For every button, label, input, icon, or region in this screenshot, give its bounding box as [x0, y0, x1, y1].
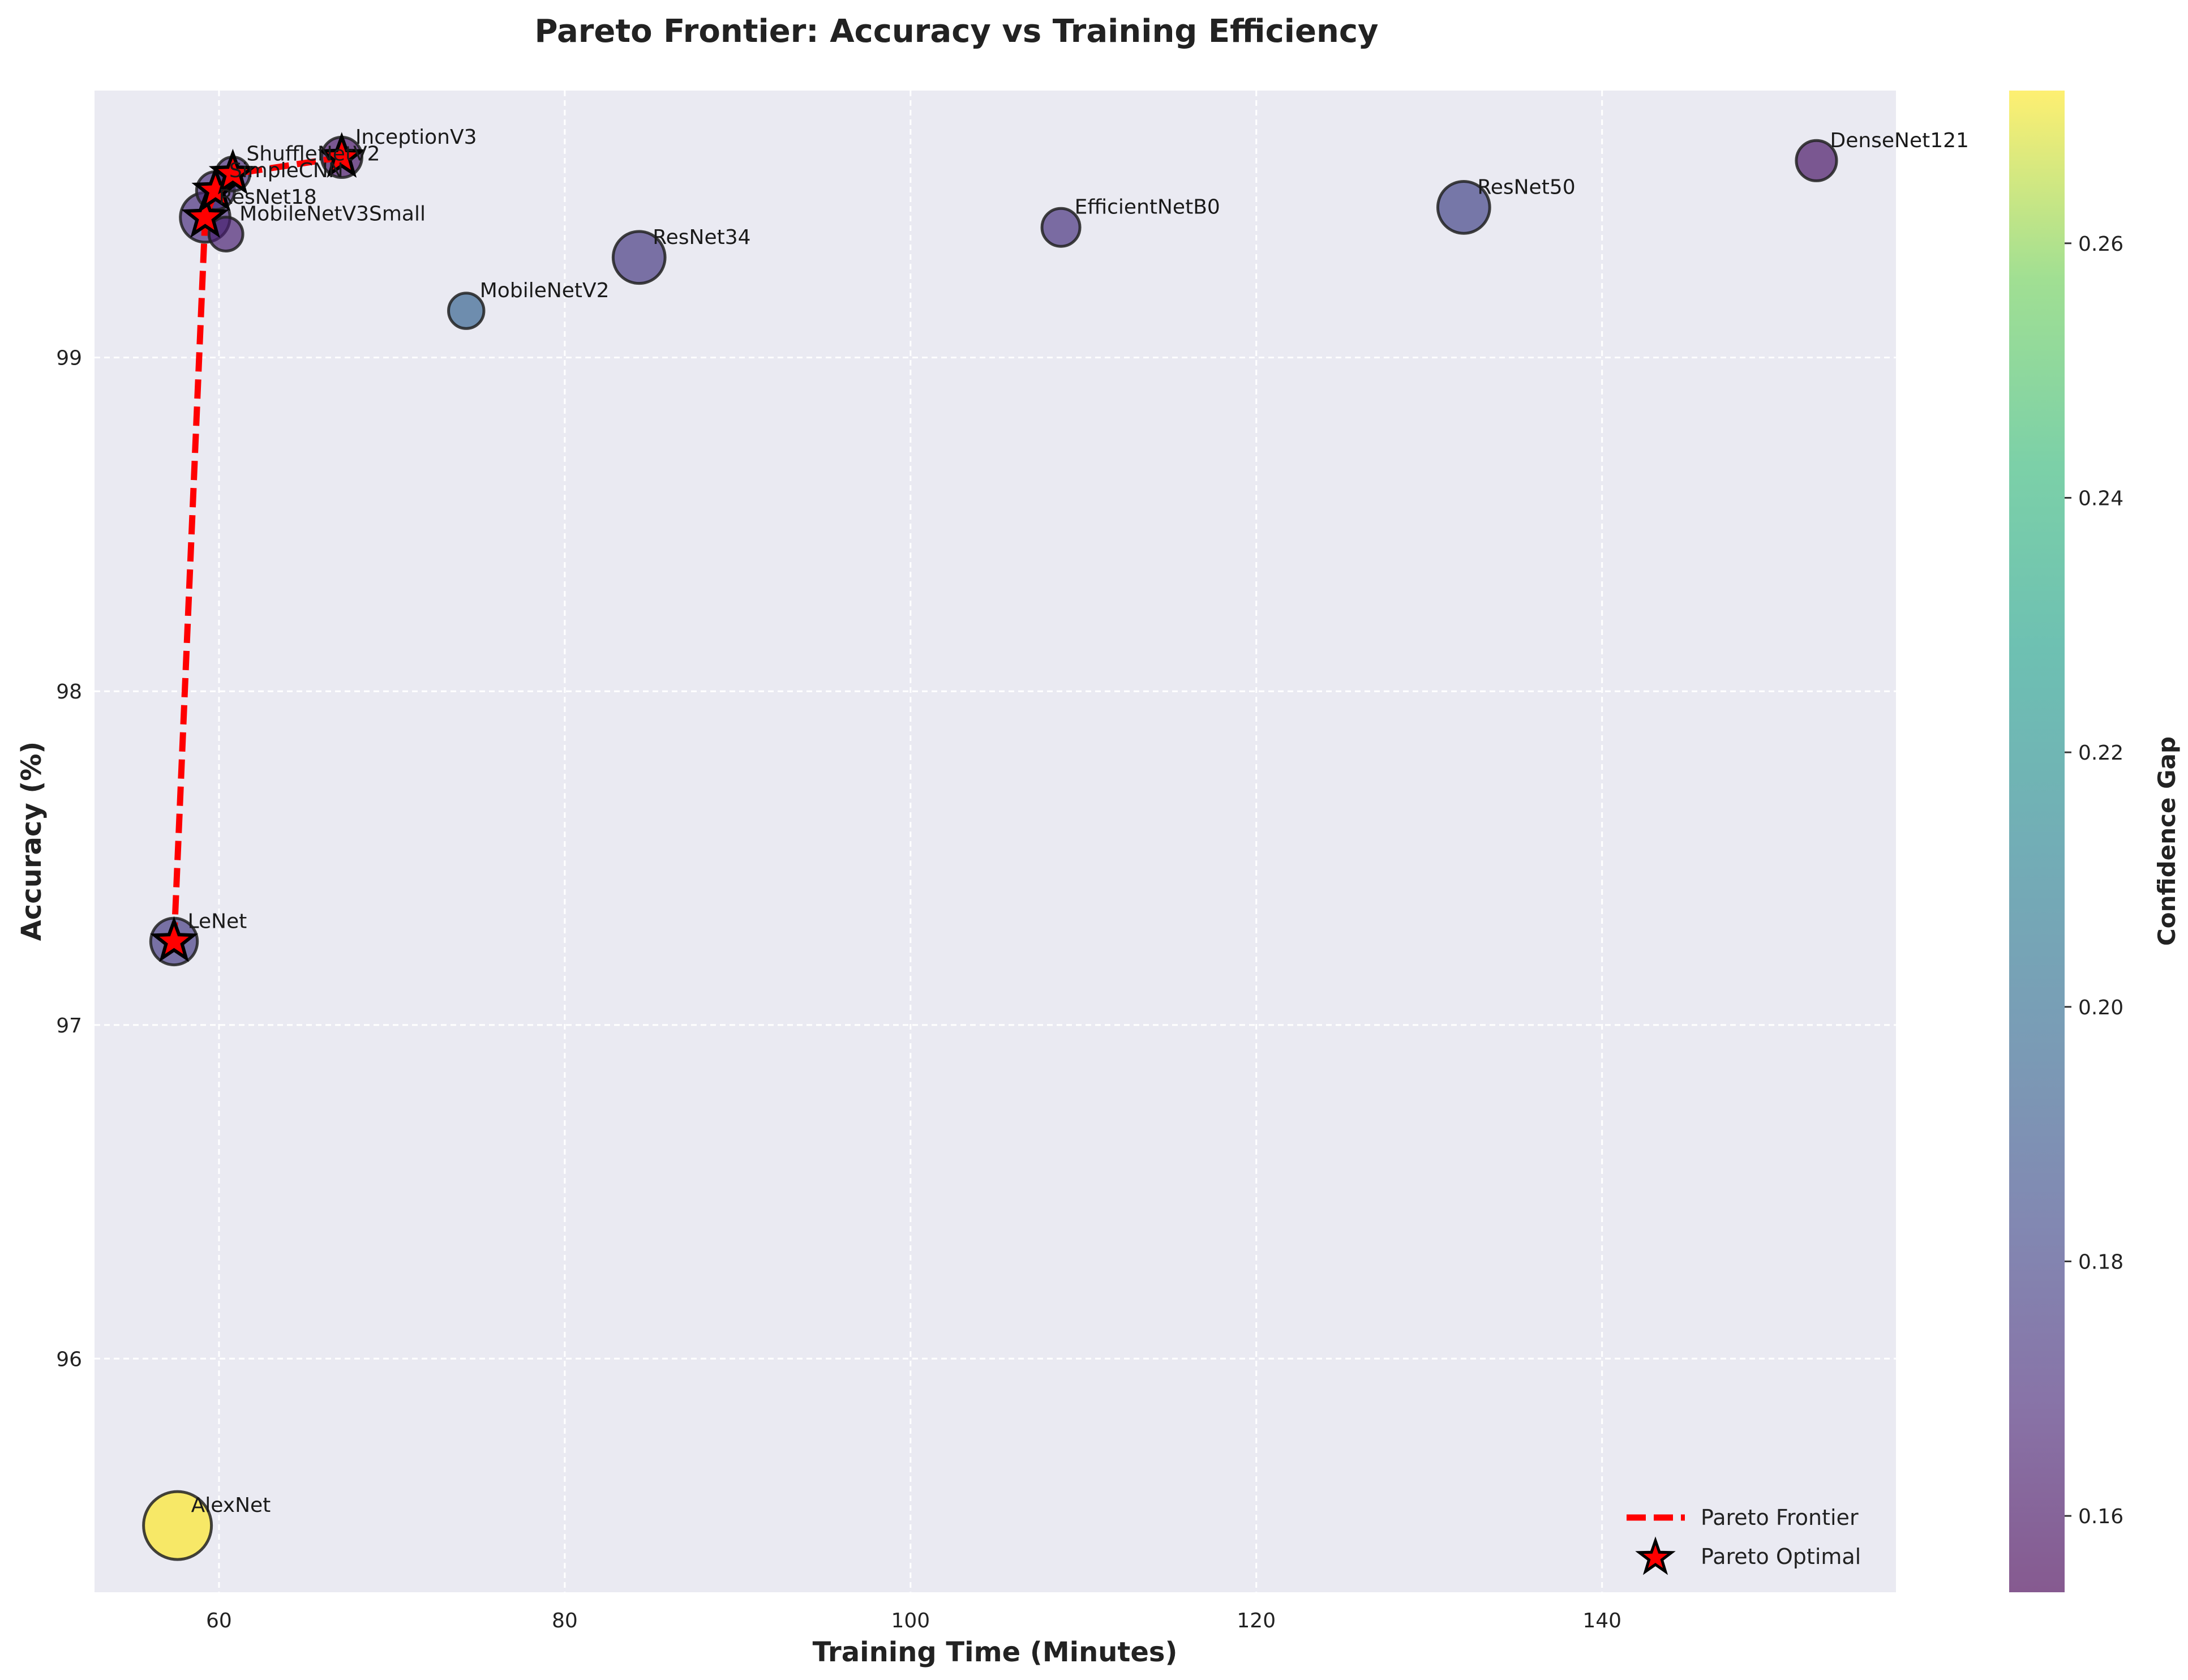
pareto-star-inceptionv3: [318, 132, 366, 178]
pareto-star-lenet: [150, 916, 199, 962]
y-tick-label: 96: [56, 1348, 82, 1371]
y-axis-title: Accuracy (%): [16, 742, 48, 941]
data-point-alexnet: [142, 1490, 213, 1561]
data-point-mobilenetv3small: [207, 216, 244, 252]
y-axis-ticks: 96 97 98 99: [56, 347, 82, 1372]
legend-star-icon: [1635, 1536, 1676, 1575]
colorbar-title: Confidence Gap: [2153, 736, 2181, 946]
data-point-resnet50: [1436, 179, 1491, 235]
pareto-optimal-markers: [150, 132, 366, 962]
point-label-resnet34: ResNet34: [653, 226, 750, 249]
data-point-densenet121: [1795, 139, 1838, 182]
x-axis-title: Training Time (Minutes): [813, 1636, 1178, 1668]
colorbar-tick-label: 0.26: [2078, 233, 2123, 256]
point-label-shufflenetv2: ShuffleNetV2: [246, 142, 380, 165]
colorbar-tick-label: 0.20: [2078, 996, 2123, 1019]
point-label-mobilenetv3small: MobileNetV3Small: [239, 203, 426, 226]
plot-area: [95, 91, 1896, 1592]
x-tick-label: 120: [1237, 1609, 1276, 1632]
x-tick-label: 140: [1582, 1609, 1621, 1632]
y-tick-label: 97: [56, 1014, 82, 1038]
grid-lines: [95, 91, 1896, 1592]
pareto-star-resnet18: [181, 192, 229, 238]
point-label-lenet: LeNet: [188, 910, 247, 933]
colorbar-ticks: 0.16 0.18 0.20 0.22 0.24 0.26: [2065, 233, 2123, 1528]
point-label-resnet18: ResNet18: [219, 186, 317, 209]
y-tick-label: 98: [56, 680, 82, 704]
data-point-mobilenetv2: [447, 292, 486, 330]
colorbar-tick-label: 0.22: [2078, 742, 2123, 765]
colorbar: [2009, 91, 2065, 1592]
point-label-resnet50: ResNet50: [1477, 175, 1575, 199]
x-tick-label: 100: [891, 1609, 930, 1632]
point-label-alexnet: AlexNet: [191, 1494, 271, 1517]
x-tick-label: 60: [206, 1609, 232, 1632]
colorbar-tick-label: 0.18: [2078, 1250, 2123, 1274]
x-axis-ticks: 60 80 100 120 140: [206, 1609, 1621, 1632]
legend-frontier-label: Pareto Frontier: [1701, 1505, 1859, 1530]
point-label-inceptionv3: InceptionV3: [355, 126, 477, 149]
data-point-resnet34: [611, 230, 667, 285]
point-label-mobilenetv2: MobileNetV2: [480, 279, 610, 302]
y-tick-label: 99: [56, 347, 82, 370]
x-tick-label: 80: [552, 1609, 578, 1632]
chart-title: Pareto Frontier: Accuracy vs Training Ef…: [534, 13, 1378, 50]
pareto-star-shufflenetv2: [208, 148, 257, 195]
colorbar-tick-label: 0.16: [2078, 1505, 2123, 1528]
data-point-efficientnetb0: [1040, 207, 1082, 248]
point-label-efficientnetb0: EfficientNetB0: [1075, 196, 1220, 219]
point-label-densenet121: DenseNet121: [1830, 129, 1969, 152]
legend: Pareto Frontier Pareto Optimal: [1627, 1505, 1861, 1575]
colorbar-tick-label: 0.24: [2078, 487, 2123, 510]
legend-pareto-label: Pareto Optimal: [1701, 1544, 1861, 1569]
point-label-simplecnn: SimpleCNN: [229, 159, 344, 182]
